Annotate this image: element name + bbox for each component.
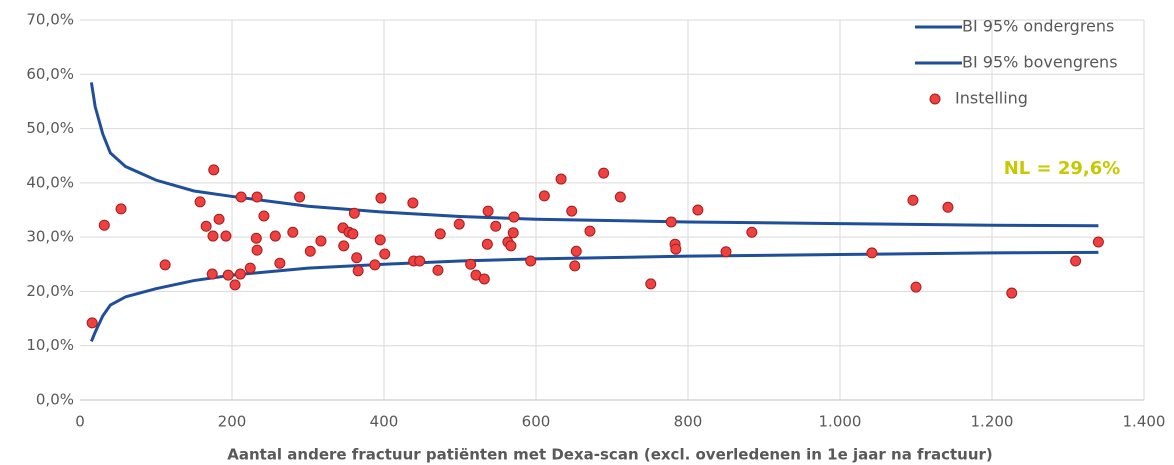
y-tick-label: 60,0%: [26, 65, 74, 83]
point: [220, 230, 232, 242]
point: [229, 279, 241, 291]
point: [538, 190, 550, 202]
y-tick-label: 50,0%: [26, 119, 74, 137]
y-tick-label: 20,0%: [26, 282, 74, 300]
point: [478, 273, 490, 285]
annotation: NL = 29,6%: [1004, 158, 1121, 179]
point: [482, 205, 494, 217]
point: [670, 243, 682, 255]
x-tick-label: 0: [75, 413, 85, 431]
point: [304, 245, 316, 257]
point: [555, 173, 567, 185]
point: [907, 194, 919, 206]
point: [222, 269, 234, 281]
point: [1006, 287, 1018, 299]
point: [287, 226, 299, 238]
legend-label: Instelling: [955, 89, 1028, 108]
point: [434, 228, 446, 240]
y-tick-label: 70,0%: [26, 11, 74, 29]
point: [379, 248, 391, 260]
ci-line: [90, 250, 1099, 342]
point: [274, 257, 286, 269]
x-tick-label: 1.200: [971, 413, 1014, 431]
legend-swatch: [929, 93, 941, 105]
point: [208, 164, 220, 176]
point: [614, 191, 626, 203]
point: [569, 260, 581, 272]
y-tick-label: 30,0%: [26, 228, 74, 246]
point: [234, 268, 246, 280]
point: [251, 244, 263, 256]
point: [866, 247, 878, 259]
point: [235, 191, 247, 203]
point: [213, 213, 225, 225]
point: [910, 281, 922, 293]
point: [598, 167, 610, 179]
point: [1070, 255, 1082, 267]
legend-label: BI 95% bovengrens: [962, 53, 1118, 72]
point: [746, 226, 758, 238]
point: [250, 232, 262, 244]
point: [244, 262, 256, 274]
point: [98, 219, 110, 231]
point: [720, 246, 732, 258]
point: [258, 210, 270, 222]
point: [465, 258, 477, 270]
point: [414, 255, 426, 267]
point: [525, 255, 537, 267]
point: [692, 204, 704, 216]
point: [369, 259, 381, 271]
point: [942, 201, 954, 213]
point: [194, 196, 206, 208]
point: [352, 265, 364, 277]
point: [374, 234, 386, 246]
point: [348, 207, 360, 219]
y-tick-label: 40,0%: [26, 173, 74, 191]
ci-line: [89, 82, 1099, 228]
legend-label: BI 95% ondergrens: [962, 17, 1114, 36]
point: [206, 268, 218, 280]
x-axis-label: Aantal andere fractuur patiënten met Dex…: [227, 446, 993, 464]
point: [351, 252, 363, 264]
point: [207, 230, 219, 242]
point: [115, 203, 127, 215]
point: [338, 240, 350, 252]
point: [453, 218, 465, 230]
y-tick-label: 10,0%: [26, 336, 74, 354]
point: [315, 235, 327, 247]
x-tick-label: 1.000: [819, 413, 862, 431]
point: [584, 225, 596, 237]
x-tick-label: 600: [522, 413, 551, 431]
point: [294, 191, 306, 203]
point: [200, 220, 212, 232]
point: [665, 216, 677, 228]
point: [269, 230, 281, 242]
point: [505, 240, 517, 252]
x-tick-label: 400: [370, 413, 399, 431]
point: [251, 191, 263, 203]
point: [645, 278, 657, 290]
point: [481, 238, 493, 250]
point: [432, 264, 444, 276]
point: [407, 197, 419, 209]
point: [347, 228, 359, 240]
y-tick-label: 0,0%: [36, 391, 74, 409]
x-tick-label: 800: [674, 413, 703, 431]
x-tick-label: 200: [218, 413, 247, 431]
point: [570, 245, 582, 257]
point: [375, 192, 387, 204]
point: [159, 259, 171, 271]
x-tick-label: 1.400: [1123, 413, 1166, 431]
point: [508, 211, 520, 223]
point: [507, 227, 519, 239]
point: [1092, 236, 1104, 248]
point: [86, 317, 98, 329]
point: [566, 205, 578, 217]
point: [490, 220, 502, 232]
